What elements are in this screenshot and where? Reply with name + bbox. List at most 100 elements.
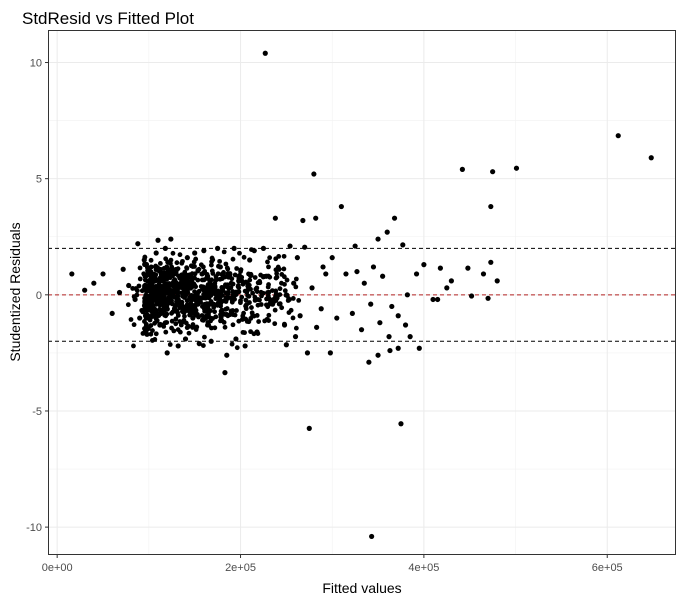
data-point [222, 370, 228, 376]
data-point [159, 275, 166, 282]
data-point [149, 280, 155, 286]
data-point [222, 297, 228, 303]
data-point [220, 288, 226, 294]
data-point [358, 327, 365, 333]
data-point [173, 316, 179, 322]
data-point [389, 303, 395, 310]
data-point [279, 305, 285, 311]
data-point [292, 334, 299, 340]
data-point [169, 318, 175, 324]
data-point [153, 331, 159, 337]
data-point [286, 297, 292, 303]
data-point [302, 244, 308, 250]
data-point [282, 288, 288, 294]
data-point [158, 272, 164, 277]
data-point [247, 257, 253, 263]
data-point [212, 285, 218, 291]
data-point [272, 307, 278, 313]
data-point [225, 291, 231, 297]
data-point [217, 276, 223, 282]
data-point [234, 345, 240, 351]
data-point [164, 350, 170, 356]
data-point [264, 296, 269, 302]
data-point [175, 266, 181, 272]
data-point [201, 287, 207, 293]
data-point [254, 285, 260, 291]
data-point [263, 273, 269, 279]
data-point [375, 236, 381, 242]
data-point [221, 319, 227, 325]
data-point [171, 278, 177, 284]
data-point [243, 297, 249, 303]
data-point [131, 343, 136, 349]
data-point [173, 302, 179, 308]
data-point [480, 271, 487, 277]
data-point [320, 264, 326, 270]
data-point [273, 291, 279, 297]
data-point [143, 312, 149, 318]
data-point [459, 166, 465, 172]
data-point [230, 256, 236, 262]
data-point [149, 338, 155, 343]
data-point [199, 271, 205, 277]
data-point [206, 295, 212, 301]
data-point [227, 274, 233, 279]
data-point [174, 260, 180, 266]
data-point [133, 286, 139, 291]
data-point [266, 264, 271, 270]
data-point [174, 296, 180, 302]
data-point [218, 314, 224, 320]
data-point [207, 277, 212, 283]
data-point [157, 260, 163, 266]
data-point [147, 288, 153, 294]
data-point [182, 336, 189, 342]
data-point [276, 254, 282, 259]
data-point [375, 352, 381, 358]
data-point [224, 306, 230, 311]
data-point [272, 215, 278, 221]
data-point [323, 271, 329, 277]
data-point [157, 289, 163, 295]
data-point [175, 327, 181, 333]
y-tick-label: 10 [30, 58, 42, 70]
data-point [210, 271, 216, 276]
data-point [217, 264, 223, 270]
data-point [214, 294, 219, 300]
y-axis-title: Studentized Residuals [7, 222, 23, 361]
data-point [120, 266, 126, 272]
data-point [148, 268, 154, 275]
data-point [252, 275, 258, 280]
data-point [192, 275, 197, 281]
data-point [158, 294, 164, 300]
data-point [137, 315, 143, 321]
data-point [201, 291, 207, 297]
data-point [311, 171, 317, 177]
data-point [279, 280, 284, 286]
data-point [281, 253, 287, 259]
data-point [391, 215, 398, 221]
data-point [465, 265, 471, 271]
data-point [210, 290, 216, 295]
data-point [444, 285, 450, 291]
data-point [254, 313, 260, 318]
data-point [293, 284, 299, 290]
data-point [140, 309, 146, 315]
data-point [274, 271, 280, 276]
data-point [178, 282, 184, 289]
data-point [148, 277, 154, 282]
data-point [155, 237, 161, 243]
data-point [180, 258, 185, 264]
data-point [309, 285, 315, 291]
data-point [148, 314, 154, 319]
data-point [304, 350, 311, 356]
data-point [161, 298, 167, 304]
data-point [169, 298, 174, 304]
data-point [380, 273, 386, 279]
data-point [421, 262, 427, 268]
data-point [400, 242, 406, 248]
x-axis-ticks: 0e+00 2e+05 4e+05 6e+05 [42, 555, 623, 574]
data-point [222, 324, 228, 330]
data-point [163, 256, 169, 262]
data-point [182, 313, 187, 319]
